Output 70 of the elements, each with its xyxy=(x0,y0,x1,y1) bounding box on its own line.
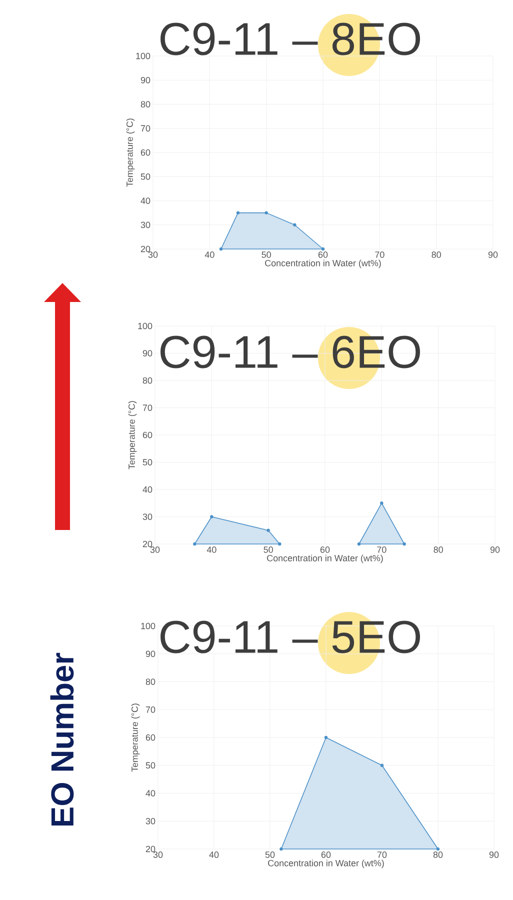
point xyxy=(357,542,361,546)
y-tick-label: 90 xyxy=(142,350,152,356)
y-axis-title: Temperature (°C) xyxy=(128,401,137,470)
y-tick-label: 70 xyxy=(140,125,150,132)
y-tick-label: 20 xyxy=(140,246,150,252)
y-tick-label: 50 xyxy=(140,173,150,180)
y-tick-label: 40 xyxy=(140,198,150,204)
y-axis-title: Temperature (°C) xyxy=(131,704,140,772)
x-tick-label: 30 xyxy=(153,852,163,858)
point xyxy=(236,211,240,214)
x-tick-label: 40 xyxy=(209,852,219,858)
x-tick-label: 80 xyxy=(432,252,441,258)
point xyxy=(436,847,440,851)
x-tick-label: 90 xyxy=(489,852,499,858)
y-tick-label: 100 xyxy=(136,52,150,60)
text: EO Number xyxy=(50,652,74,826)
point xyxy=(210,515,214,518)
point xyxy=(278,542,282,546)
x-axis-title: Concentration in Water (wt%) xyxy=(267,554,383,564)
x-tick-label: 50 xyxy=(265,852,275,858)
y-tick-label: 80 xyxy=(142,377,152,384)
x-tick-label: 60 xyxy=(320,546,330,553)
y-tick-label: 80 xyxy=(140,101,150,108)
y-tick-label: 50 xyxy=(146,762,156,769)
y-tick-label: 60 xyxy=(146,734,156,741)
point xyxy=(293,223,296,226)
x-tick-label: 90 xyxy=(490,546,500,553)
x-tick-label: 40 xyxy=(206,546,216,553)
y-tick-label: 70 xyxy=(142,404,152,411)
point xyxy=(280,847,283,851)
x-axis-title: Concentration in Water (wt%) xyxy=(268,860,384,868)
y-tick-label: 30 xyxy=(140,222,150,228)
point xyxy=(324,736,328,740)
y-tick-label: 40 xyxy=(146,790,156,796)
point xyxy=(264,211,268,214)
x-tick-label: 50 xyxy=(262,252,271,258)
point xyxy=(380,502,384,505)
x-tick-label: 80 xyxy=(434,546,443,553)
x-tick-label: 40 xyxy=(204,252,214,258)
point xyxy=(193,542,196,546)
x-tick-label: 70 xyxy=(377,852,387,858)
x-tick-label: 50 xyxy=(264,546,273,553)
point xyxy=(266,528,270,532)
x-tick-label: 60 xyxy=(318,252,328,258)
x-tick-label: 70 xyxy=(375,252,384,258)
y-tick-label: 60 xyxy=(140,149,150,156)
y-tick-label: 30 xyxy=(146,818,156,824)
y-tick-label: 90 xyxy=(140,76,150,84)
y-tick-label: 70 xyxy=(146,706,156,713)
y-tick-label: 80 xyxy=(146,678,156,685)
x-tick-label: 70 xyxy=(377,546,386,553)
y-tick-label: 90 xyxy=(146,650,156,658)
y-tick-label: 60 xyxy=(142,432,152,438)
y-tick-label: 50 xyxy=(142,459,152,466)
y-tick-label: 30 xyxy=(142,514,152,520)
y-tick-label: 100 xyxy=(138,322,152,330)
point xyxy=(219,247,223,251)
point xyxy=(402,542,406,546)
point xyxy=(380,764,384,767)
y-tick-label: 40 xyxy=(142,486,152,493)
x-tick-label: 30 xyxy=(150,546,160,553)
x-tick-label: 80 xyxy=(433,852,443,858)
x-tick-label: 90 xyxy=(488,252,498,258)
point xyxy=(321,247,325,251)
x-tick-label: 60 xyxy=(321,852,331,858)
y-axis-title: Temperature (°C) xyxy=(126,118,135,187)
y-tick-label: 20 xyxy=(146,846,156,852)
y-tick-label: 100 xyxy=(141,622,156,630)
x-axis-title: Concentration in Water (wt%) xyxy=(265,260,381,268)
y-tick-label: 20 xyxy=(142,540,152,548)
